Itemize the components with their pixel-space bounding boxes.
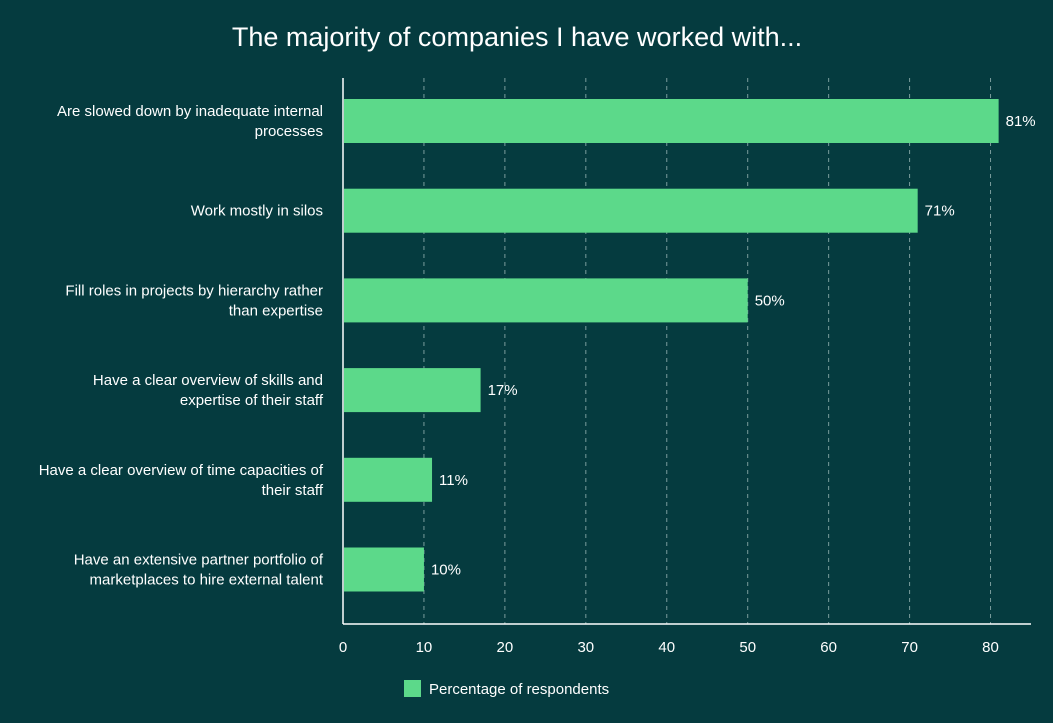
x-tick-label-40: 40 (658, 639, 675, 656)
bar-3 (344, 278, 748, 323)
legend-swatch (404, 680, 421, 697)
x-tick-label-50: 50 (739, 639, 756, 656)
x-tick-label-10: 10 (416, 639, 433, 656)
x-tick-label-80: 80 (982, 639, 999, 656)
bar-5 (344, 457, 433, 502)
x-tick-label-20: 20 (497, 639, 514, 656)
category-label-1: Are slowed down by inadequate internal pr… (57, 103, 323, 140)
legend-label: Percentage of respondents (429, 681, 609, 698)
category-label-3: Fill roles in projects by hierarchy rath… (65, 282, 323, 319)
bar-2 (344, 188, 918, 233)
category-label-2: Work mostly in silos (191, 203, 323, 220)
chart-title: The majority of companies I have worked … (232, 22, 802, 52)
bar-6 (344, 547, 424, 592)
category-label-4: Have a clear overview of skills and exper… (93, 372, 324, 409)
bar-4 (344, 368, 481, 413)
x-tick-label-60: 60 (820, 639, 837, 656)
x-tick-label-0: 0 (339, 639, 347, 656)
x-tick-label-30: 30 (577, 639, 594, 656)
value-label-2: 71% (925, 203, 955, 220)
value-label-3: 50% (755, 292, 785, 309)
category-label-5: Have a clear overview of time capacities… (39, 462, 324, 499)
category-label-6: Have an extensive partner portfolio of ma… (74, 552, 324, 589)
x-tick-label-70: 70 (901, 639, 918, 656)
value-label-1: 81% (1006, 113, 1036, 130)
value-label-5: 11% (439, 472, 468, 489)
value-label-4: 17% (488, 382, 518, 399)
value-label-6: 10% (431, 562, 461, 579)
bar-1 (344, 99, 999, 143)
